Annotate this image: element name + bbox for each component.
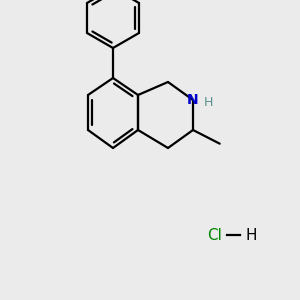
Text: N: N <box>187 93 199 107</box>
Text: H: H <box>203 95 213 109</box>
Text: H: H <box>245 227 257 242</box>
Text: Cl: Cl <box>208 227 222 242</box>
